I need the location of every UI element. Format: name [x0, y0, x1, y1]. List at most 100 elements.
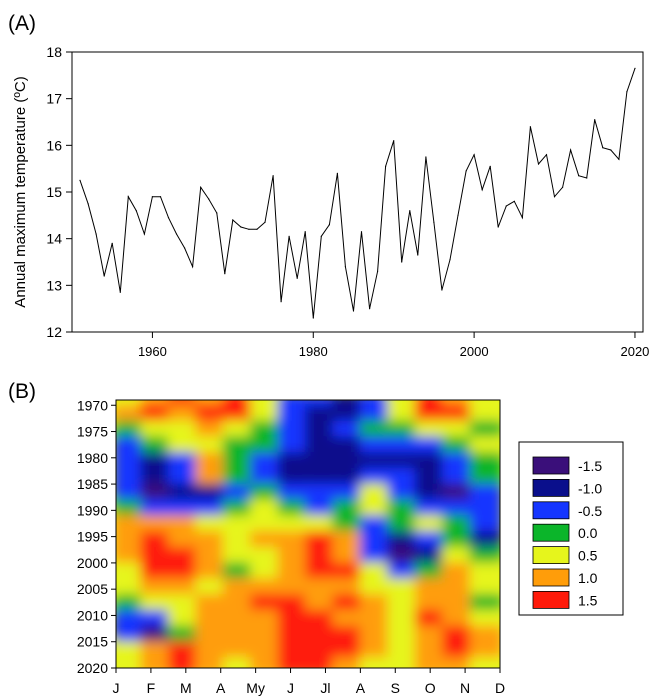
- data-point: [224, 273, 226, 275]
- panel-b-label: (B): [8, 380, 36, 403]
- legend-label: 0.0: [578, 525, 598, 541]
- y-tick-label: 13: [46, 277, 62, 293]
- data-point: [594, 119, 596, 121]
- x-tick-label: 2000: [460, 344, 489, 359]
- legend-label: 1.0: [578, 570, 598, 586]
- data-point: [328, 224, 330, 226]
- data-point: [175, 233, 178, 235]
- y-tick-label: 17: [46, 91, 62, 107]
- data-point: [473, 154, 475, 156]
- y-tick-label: 12: [46, 324, 62, 340]
- year-tick-label: 2005: [77, 581, 108, 597]
- data-point: [562, 186, 564, 188]
- data-point: [545, 154, 548, 156]
- heatmap-cell: [387, 657, 421, 668]
- data-point: [352, 310, 355, 312]
- data-point: [192, 266, 194, 268]
- legend-label: 0.5: [578, 548, 598, 564]
- y-tick-label: 18: [46, 44, 62, 60]
- data-point: [570, 149, 572, 151]
- heatmap-cell: [167, 657, 202, 668]
- heatmap-cell: [305, 657, 339, 668]
- heatmap-cell: [359, 657, 394, 668]
- month-tick-label: Jl: [320, 680, 330, 696]
- data-point: [248, 228, 250, 230]
- data-point: [312, 317, 314, 319]
- temperature-data-points: [79, 67, 636, 319]
- data-point: [111, 242, 113, 244]
- data-point: [240, 226, 242, 228]
- month-tick-label: N: [460, 680, 470, 696]
- data-point: [167, 217, 170, 219]
- year-tick-label: 2015: [77, 634, 108, 650]
- panel-b-y-axis: 1970 1975 1980 1985 1990 1995 2000 2005 2010 2015…: [77, 397, 116, 676]
- data-point: [497, 226, 499, 228]
- data-point: [385, 165, 387, 167]
- legend-swatch: [532, 501, 570, 520]
- data-point: [626, 91, 628, 93]
- panel-a-frame: [71, 51, 644, 333]
- panel-a: (A) Annual maximum temperature (ºC) 1960…: [8, 12, 649, 359]
- year-tick-label: 1975: [77, 424, 108, 440]
- y-tick-label: 15: [46, 184, 62, 200]
- panel-a-label: (A): [8, 12, 36, 35]
- data-point: [119, 291, 121, 293]
- temperature-series-line: [79, 68, 636, 319]
- x-tick-label: 1980: [299, 344, 328, 359]
- panel-a-y-axis: 12 13 14 15 16 17 18: [46, 44, 72, 340]
- data-point: [272, 175, 274, 177]
- data-point: [505, 205, 507, 207]
- data-point: [184, 247, 186, 249]
- data-point: [425, 156, 427, 158]
- data-point: [344, 266, 346, 268]
- data-point: [481, 189, 483, 191]
- year-tick-label: 1990: [77, 502, 108, 518]
- month-tick-label: A: [356, 680, 366, 696]
- data-point: [79, 179, 81, 181]
- heatmap-cell: [277, 657, 311, 668]
- data-point: [602, 147, 604, 149]
- data-point: [95, 233, 97, 235]
- data-point: [336, 172, 338, 174]
- panel-b: (B) J F M A My J Jl A S O N D 197019751980198519901…: [8, 380, 624, 696]
- data-point: [489, 165, 491, 167]
- data-point: [449, 259, 451, 261]
- data-point: [135, 210, 137, 212]
- data-point: [264, 221, 266, 223]
- data-point: [586, 177, 588, 179]
- data-point: [513, 200, 515, 202]
- data-point: [216, 212, 218, 214]
- legend-label: -1.5: [578, 458, 602, 474]
- year-tick-label: 2010: [77, 607, 108, 623]
- data-point: [151, 196, 153, 198]
- data-point: [159, 196, 162, 198]
- heatmap-frame: [115, 399, 501, 669]
- data-point: [87, 203, 89, 205]
- data-point: [143, 233, 145, 235]
- data-point: [103, 275, 105, 277]
- year-tick-label: 1985: [77, 476, 108, 492]
- month-tick-label: J: [113, 680, 120, 696]
- month-tick-label: D: [495, 680, 505, 696]
- legend-swatch: [532, 523, 570, 542]
- heatmap-cell: [469, 657, 500, 668]
- data-point: [208, 198, 210, 200]
- data-point: [377, 270, 379, 272]
- heatmap-cell: [414, 657, 449, 668]
- data-point: [304, 231, 306, 233]
- data-point: [417, 254, 419, 256]
- data-point: [441, 289, 443, 291]
- data-point: [232, 219, 234, 221]
- legend-swatch: [532, 456, 570, 475]
- month-tick-label: O: [425, 680, 436, 696]
- legend-swatch: [532, 546, 570, 564]
- heatmap-cells: [116, 400, 500, 668]
- heatmap-area: [116, 400, 500, 668]
- year-tick-label: 1995: [77, 529, 108, 545]
- data-point: [610, 149, 612, 151]
- data-point: [360, 231, 363, 233]
- data-point: [320, 235, 322, 237]
- data-point: [537, 163, 540, 165]
- y-tick-label: 16: [46, 137, 62, 153]
